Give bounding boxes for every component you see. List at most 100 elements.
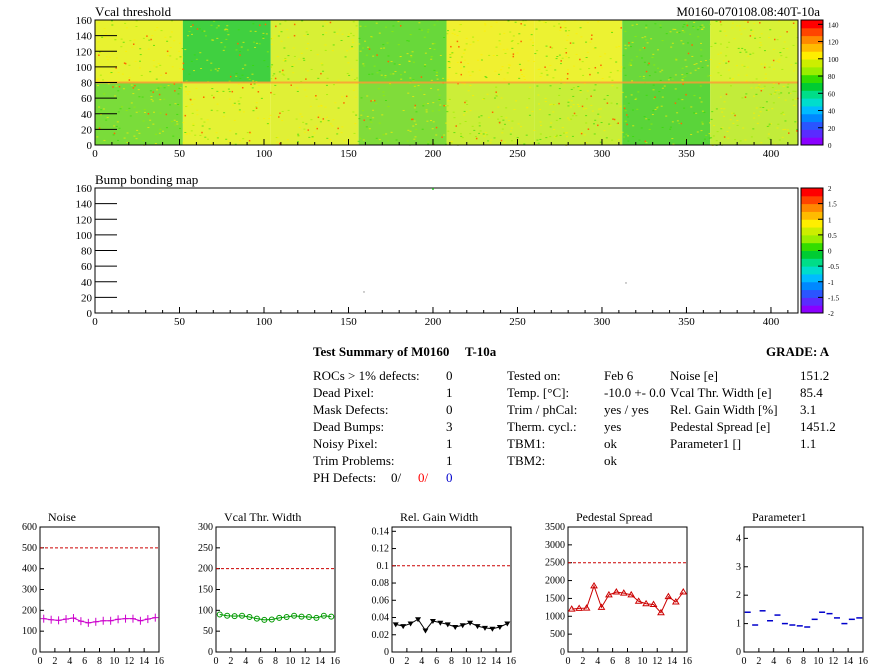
pixel-noise [337, 79, 340, 81]
pixel-noise [253, 41, 256, 43]
pixel-noise [787, 83, 790, 85]
pixel-noise [171, 83, 174, 85]
pixel-noise [176, 113, 179, 115]
pixel-noise [566, 132, 569, 134]
hot-pixel [410, 118, 413, 121]
pixel-noise [169, 104, 172, 106]
pixel-noise [484, 23, 487, 25]
x-tick-label: 0 [742, 656, 747, 667]
pixel-noise [314, 125, 317, 127]
pixel-noise [415, 111, 418, 113]
hot-pixel [734, 114, 736, 117]
pixel-noise [420, 29, 423, 31]
pixel-noise [239, 97, 242, 99]
pixel-noise [566, 39, 569, 41]
pixel-noise [435, 134, 438, 136]
y-tick-label: 4 [736, 533, 741, 544]
pixel-noise [726, 46, 729, 48]
pixel-noise [536, 139, 539, 141]
pixel-noise [199, 28, 202, 30]
pixel-noise [165, 127, 168, 129]
pixel-noise [358, 43, 361, 45]
pixel-noise [211, 94, 214, 96]
pixel-noise [611, 79, 614, 81]
pixel-noise [657, 49, 660, 51]
pixel-noise [554, 69, 557, 71]
pixel-noise [555, 134, 558, 136]
x-tick-label: 8 [625, 656, 630, 667]
summary-mid-value: yes [604, 419, 622, 434]
pixel-noise [566, 69, 569, 71]
pixel-noise [157, 63, 160, 65]
pixel-noise [448, 67, 451, 69]
pixel-noise [237, 100, 240, 102]
pixel-noise [412, 79, 415, 81]
pixel-noise [709, 122, 712, 124]
pixel-noise [769, 123, 772, 125]
pixel-noise [238, 140, 241, 142]
pixel-noise [206, 119, 209, 121]
pixel-noise [634, 35, 637, 37]
pixel-noise [204, 136, 207, 138]
pixel-noise [462, 52, 465, 54]
palette-tick-label: 120 [828, 39, 839, 47]
pixel-noise [306, 70, 309, 72]
pixel-noise [326, 94, 329, 96]
pixel-noise [563, 132, 566, 134]
pixel-noise [316, 54, 319, 56]
pixel-noise [166, 54, 169, 56]
pixel-noise [350, 32, 353, 34]
summary-left-value: 1 [446, 453, 453, 468]
pixel-noise [778, 61, 781, 63]
pixel-noise [238, 103, 241, 105]
pixel-noise [580, 132, 583, 134]
pixel-noise [792, 99, 795, 101]
pixel-noise [439, 54, 442, 56]
pixel-noise [413, 85, 416, 87]
pixel-noise [265, 33, 268, 35]
pixel-noise [322, 120, 325, 122]
pixel-noise [549, 104, 552, 106]
pixel-noise [568, 119, 571, 121]
hot-pixel [158, 93, 161, 96]
pixel-noise [492, 55, 495, 57]
pixel-noise [201, 125, 204, 127]
pixel-noise [442, 77, 445, 79]
x-tick-label: 14 [139, 656, 149, 667]
hot-pixel [112, 86, 114, 88]
data-point [400, 624, 407, 630]
pixel-noise [467, 90, 470, 92]
pixel-noise [99, 67, 102, 69]
pixel-noise [510, 40, 513, 42]
palette-tick-label: 2 [828, 185, 832, 193]
pixel-noise [722, 115, 725, 117]
data-point [590, 581, 598, 589]
pixel-noise [509, 133, 512, 135]
pixel-noise [100, 109, 103, 111]
pixel-noise [755, 107, 758, 109]
pixel-noise [129, 115, 132, 117]
pixel-noise [777, 89, 780, 91]
pixel-noise [206, 138, 209, 140]
pixel-noise [700, 28, 703, 30]
pixel-noise [358, 118, 361, 120]
pixel-noise [483, 135, 486, 137]
summary-mid-value: Feb 6 [604, 368, 634, 383]
pixel-noise [737, 47, 740, 49]
pixel-noise [729, 77, 732, 79]
pixel-noise [182, 142, 185, 144]
pixel-noise [223, 29, 226, 31]
pixel-noise [645, 39, 648, 41]
pixel-noise [238, 51, 241, 53]
pixel-noise [472, 95, 475, 97]
plot-title: Noise [48, 510, 76, 524]
pixel-noise [774, 91, 777, 93]
pixel-noise [545, 45, 548, 47]
pixel-noise [737, 74, 740, 76]
pixel-noise [538, 103, 541, 105]
pixel-noise [193, 98, 196, 100]
pixel-noise [195, 87, 198, 89]
pixel-noise [469, 133, 472, 135]
pixel-noise [616, 103, 619, 105]
pixel-noise [736, 124, 739, 126]
